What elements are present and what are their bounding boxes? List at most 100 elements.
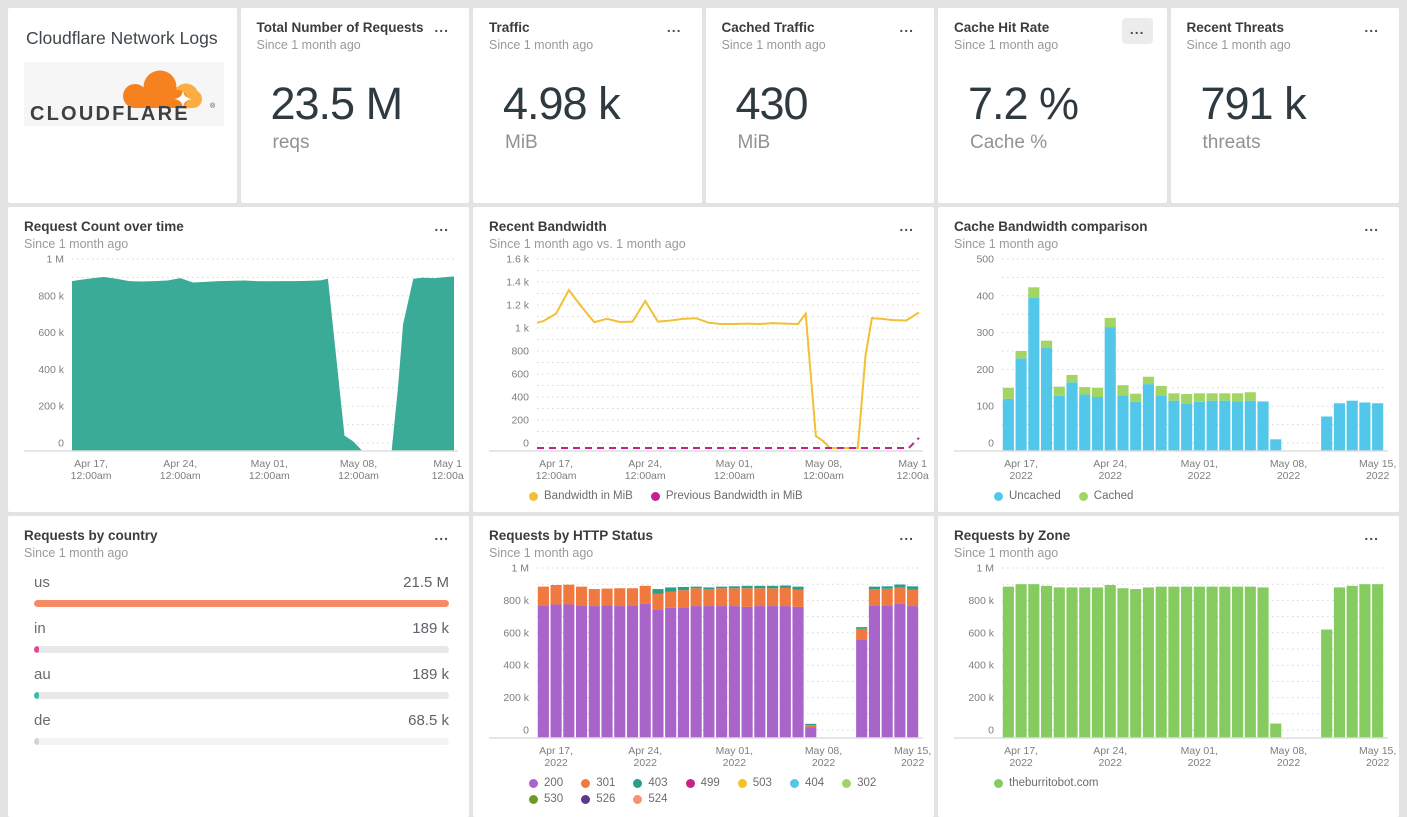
bandwidth-legend: Bandwidth in MiB Previous Bandwidth in Mi…: [529, 490, 920, 502]
svg-text:May 01,: May 01,: [1181, 745, 1218, 757]
svg-text:0: 0: [523, 438, 529, 450]
stat-subtitle: Since 1 month ago: [489, 38, 594, 52]
svg-text:800 k: 800 k: [503, 595, 529, 607]
legend-item[interactable]: Cached: [1078, 490, 1133, 502]
legend-dot-icon: [994, 491, 1003, 501]
svg-text:400 k: 400 k: [968, 660, 994, 672]
svg-text:12:00am: 12:00am: [249, 470, 290, 482]
panel-title: Recent Bandwidth: [489, 219, 607, 234]
stat-value: 23.5 M: [270, 78, 404, 129]
stat-title: Traffic: [489, 20, 530, 35]
svg-text:600 k: 600 k: [38, 327, 64, 339]
svg-text:500: 500: [976, 254, 994, 266]
panel-subtitle: Since 1 month ago: [954, 546, 1059, 560]
svg-text:May 01,: May 01,: [1181, 458, 1218, 470]
stat-unit: Cache %: [970, 132, 1048, 153]
panel-title: Requests by HTTP Status: [489, 528, 654, 543]
svg-text:2022: 2022: [1009, 470, 1033, 482]
panel-menu-button[interactable]: ...: [899, 218, 914, 234]
panel-title: Requests by country: [24, 528, 158, 543]
panel-menu-button[interactable]: ...: [1121, 18, 1153, 44]
svg-text:12:00am: 12:00am: [338, 470, 379, 482]
cloudflare-cloud-icon: [123, 70, 202, 109]
panel-subtitle: Since 1 month ago: [24, 237, 129, 251]
svg-text:12:00am: 12:00am: [714, 470, 755, 482]
svg-text:0: 0: [988, 438, 994, 450]
legend-label: Bandwidth in MiB: [544, 490, 633, 502]
panel-menu-button[interactable]: ...: [666, 19, 682, 35]
legend-item[interactable]: 499: [685, 777, 720, 789]
panel-menu-button[interactable]: ...: [434, 527, 449, 543]
svg-text:®: ®: [210, 102, 216, 110]
legend-item[interactable]: 403: [633, 777, 668, 789]
svg-text:May 15,: May 15,: [1359, 745, 1396, 757]
svg-text:2022: 2022: [634, 757, 658, 769]
stat-subtitle: Since 1 month ago: [954, 38, 1059, 52]
svg-text:800 k: 800 k: [38, 290, 64, 302]
legend-item[interactable]: Uncached: [994, 490, 1061, 502]
legend-item[interactable]: 503: [737, 777, 772, 789]
panel-menu-button[interactable]: ...: [899, 527, 914, 543]
legend-item[interactable]: Previous Bandwidth in MiB: [650, 490, 803, 502]
svg-text:800: 800: [511, 346, 529, 358]
svg-text:Apr 17,: Apr 17,: [1004, 745, 1038, 757]
country-value: 189 k: [412, 620, 449, 637]
country-row: au 189 k: [34, 666, 449, 699]
panel-menu-button[interactable]: ...: [899, 19, 914, 35]
zone-legend: theburritobot.com: [994, 777, 1385, 789]
legend-item[interactable]: 524: [633, 793, 668, 805]
legend-item[interactable]: Bandwidth in MiB: [529, 490, 633, 502]
legend-dot-icon: [737, 778, 747, 788]
panel-subtitle: Since 1 month ago: [489, 546, 594, 560]
legend-dot-icon: [650, 491, 660, 501]
country-bar-track: [34, 692, 449, 699]
legend-item[interactable]: 530: [529, 793, 563, 805]
panel-menu-button[interactable]: ...: [434, 218, 449, 234]
legend-dot-icon: [789, 778, 799, 788]
panel-menu-button[interactable]: ...: [1364, 19, 1379, 35]
svg-text:1 M: 1 M: [976, 563, 994, 575]
svg-text:200 k: 200 k: [38, 401, 64, 413]
panel-http-status: Requests by HTTP Status Since 1 month ag…: [473, 516, 934, 817]
svg-text:300: 300: [976, 327, 994, 339]
svg-text:12:00a: 12:00a: [897, 470, 929, 482]
panel-menu-button[interactable]: ...: [1364, 527, 1379, 543]
stat-value: 4.98 k: [503, 78, 621, 129]
legend-item[interactable]: 526: [581, 793, 615, 805]
legend-dot-icon: [1078, 491, 1088, 501]
svg-text:May 08,: May 08,: [805, 745, 842, 757]
panel-request-count: Request Count over time Since 1 month ag…: [8, 207, 469, 512]
svg-text:12:00am: 12:00am: [536, 470, 577, 482]
legend-label: 302: [857, 777, 877, 789]
svg-text:1 M: 1 M: [511, 563, 529, 575]
svg-text:0: 0: [988, 725, 994, 737]
svg-text:600 k: 600 k: [968, 627, 994, 639]
legend-item[interactable]: 302: [842, 777, 876, 789]
svg-text:May 1: May 1: [433, 458, 462, 470]
panel-cache-bandwidth: Cache Bandwidth comparison Since 1 month…: [938, 207, 1399, 512]
panel-requests-by-zone: Requests by Zone Since 1 month ago ... 0…: [938, 516, 1399, 817]
svg-text:1.6 k: 1.6 k: [506, 254, 530, 266]
legend-label: 404: [804, 777, 825, 789]
legend-item[interactable]: 404: [789, 777, 825, 789]
stat-unit: reqs: [272, 132, 310, 153]
legend-dot-icon: [633, 778, 643, 788]
legend-item[interactable]: theburritobot.com: [994, 777, 1099, 789]
svg-text:Apr 17,: Apr 17,: [539, 745, 573, 757]
panel-subtitle: Since 1 month ago: [954, 237, 1059, 251]
legend-item[interactable]: 200: [529, 777, 563, 789]
stat-card-total-requests: Total Number of Requests Since 1 month a…: [240, 8, 469, 203]
svg-text:12:00am: 12:00am: [160, 470, 201, 482]
panel-menu-button[interactable]: ...: [434, 19, 449, 35]
legend-item[interactable]: 301: [581, 777, 615, 789]
svg-text:400: 400: [976, 290, 994, 302]
panel-menu-button[interactable]: ...: [1364, 218, 1379, 234]
svg-text:Apr 24,: Apr 24,: [1093, 745, 1127, 757]
stat-unit: threats: [1202, 132, 1261, 153]
country-value: 189 k: [412, 666, 449, 683]
country-label: au: [34, 666, 51, 683]
legend-label: Uncached: [1009, 490, 1061, 502]
